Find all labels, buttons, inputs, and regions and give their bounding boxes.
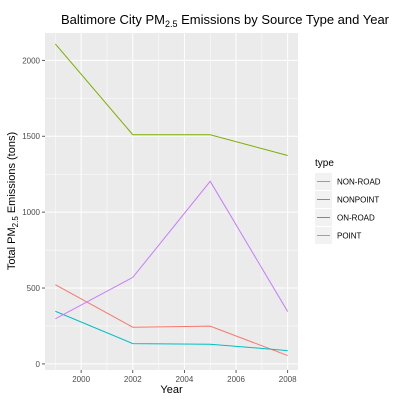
series-line-nonpoint — [54, 43, 288, 156]
chart-title: Baltimore City PM2.5 Emissions by Source… — [61, 12, 390, 29]
x-axis-title: Year — [160, 384, 183, 396]
plot-panel — [45, 33, 298, 370]
y-tick-label: 1000 — [22, 208, 40, 217]
series-line-non-road — [55, 284, 288, 357]
x-tick-label: 2006 — [227, 375, 245, 384]
y-axis-title: Total PM2.5 Emissions (tons) — [6, 132, 20, 270]
tick-labels: 2000 2002 2004 2006 2008 0 500 1000 1500 2000 — [22, 56, 297, 384]
x-tick-label: 2008 — [279, 375, 297, 384]
y-tick-label: 2000 — [22, 56, 40, 65]
grid-minor — [45, 33, 298, 370]
y-tick-label: 1500 — [22, 132, 40, 141]
grid-major — [45, 33, 298, 370]
x-tick-label: 2000 — [72, 375, 90, 384]
series-line-point — [55, 180, 289, 320]
x-tick-label: 2004 — [176, 375, 194, 384]
legend: type NON-ROAD NONPOINT ON-ROAD POINT — [315, 158, 381, 244]
x-tick-label: 2002 — [124, 375, 142, 384]
series-line-on-road — [55, 310, 288, 352]
legend-label: POINT — [337, 232, 362, 241]
y-tick-label: 0 — [36, 360, 41, 369]
legend-label: NONPOINT — [337, 196, 379, 205]
legend-label: NON-ROAD — [337, 178, 381, 187]
legend-title: type — [315, 158, 334, 169]
series-lines — [54, 43, 289, 357]
y-tick-label: 500 — [27, 284, 41, 293]
legend-label: ON-ROAD — [337, 214, 375, 223]
axis-ticks — [42, 59, 289, 373]
